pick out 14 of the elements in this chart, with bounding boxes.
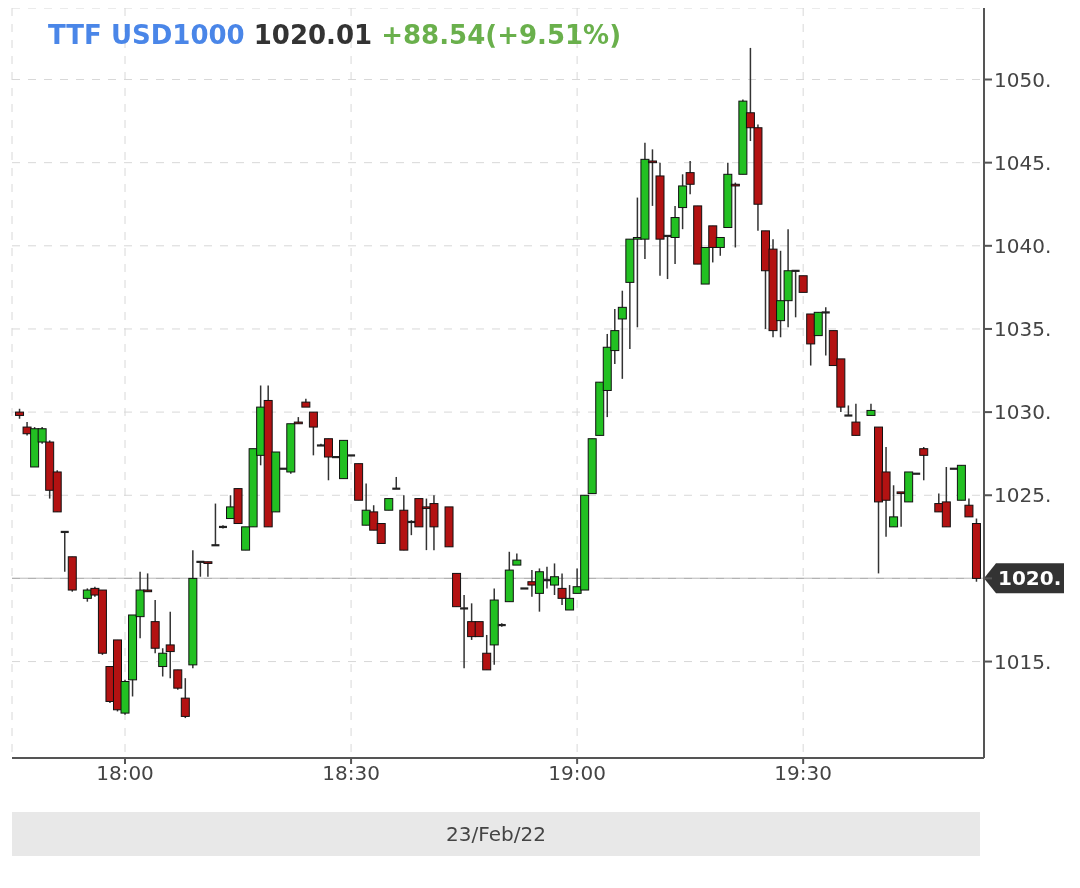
x-tick-label: 19:00 [548,761,606,786]
y-tick-label: 1030. [994,400,1052,425]
y-tick-label: 1045. [994,150,1052,175]
x-tick-label: 18:00 [96,761,154,786]
y-tick-label: 1015. [994,649,1052,674]
y-tick-label: 1040. [994,233,1052,258]
ref-line-label: 1020. [998,566,1062,591]
text: TTF USD1000 1020.01 +88.54(+9.51%) [48,20,622,50]
x-axis-title: 23/Feb/22 [12,812,980,856]
x-tick-label: 18:30 [322,761,380,786]
y-tick-label: 1050. [994,67,1052,92]
y-tick-label: 1025. [994,483,1052,508]
x-tick-label: 19:30 [774,761,832,786]
y-tick-label: 1035. [994,317,1052,342]
